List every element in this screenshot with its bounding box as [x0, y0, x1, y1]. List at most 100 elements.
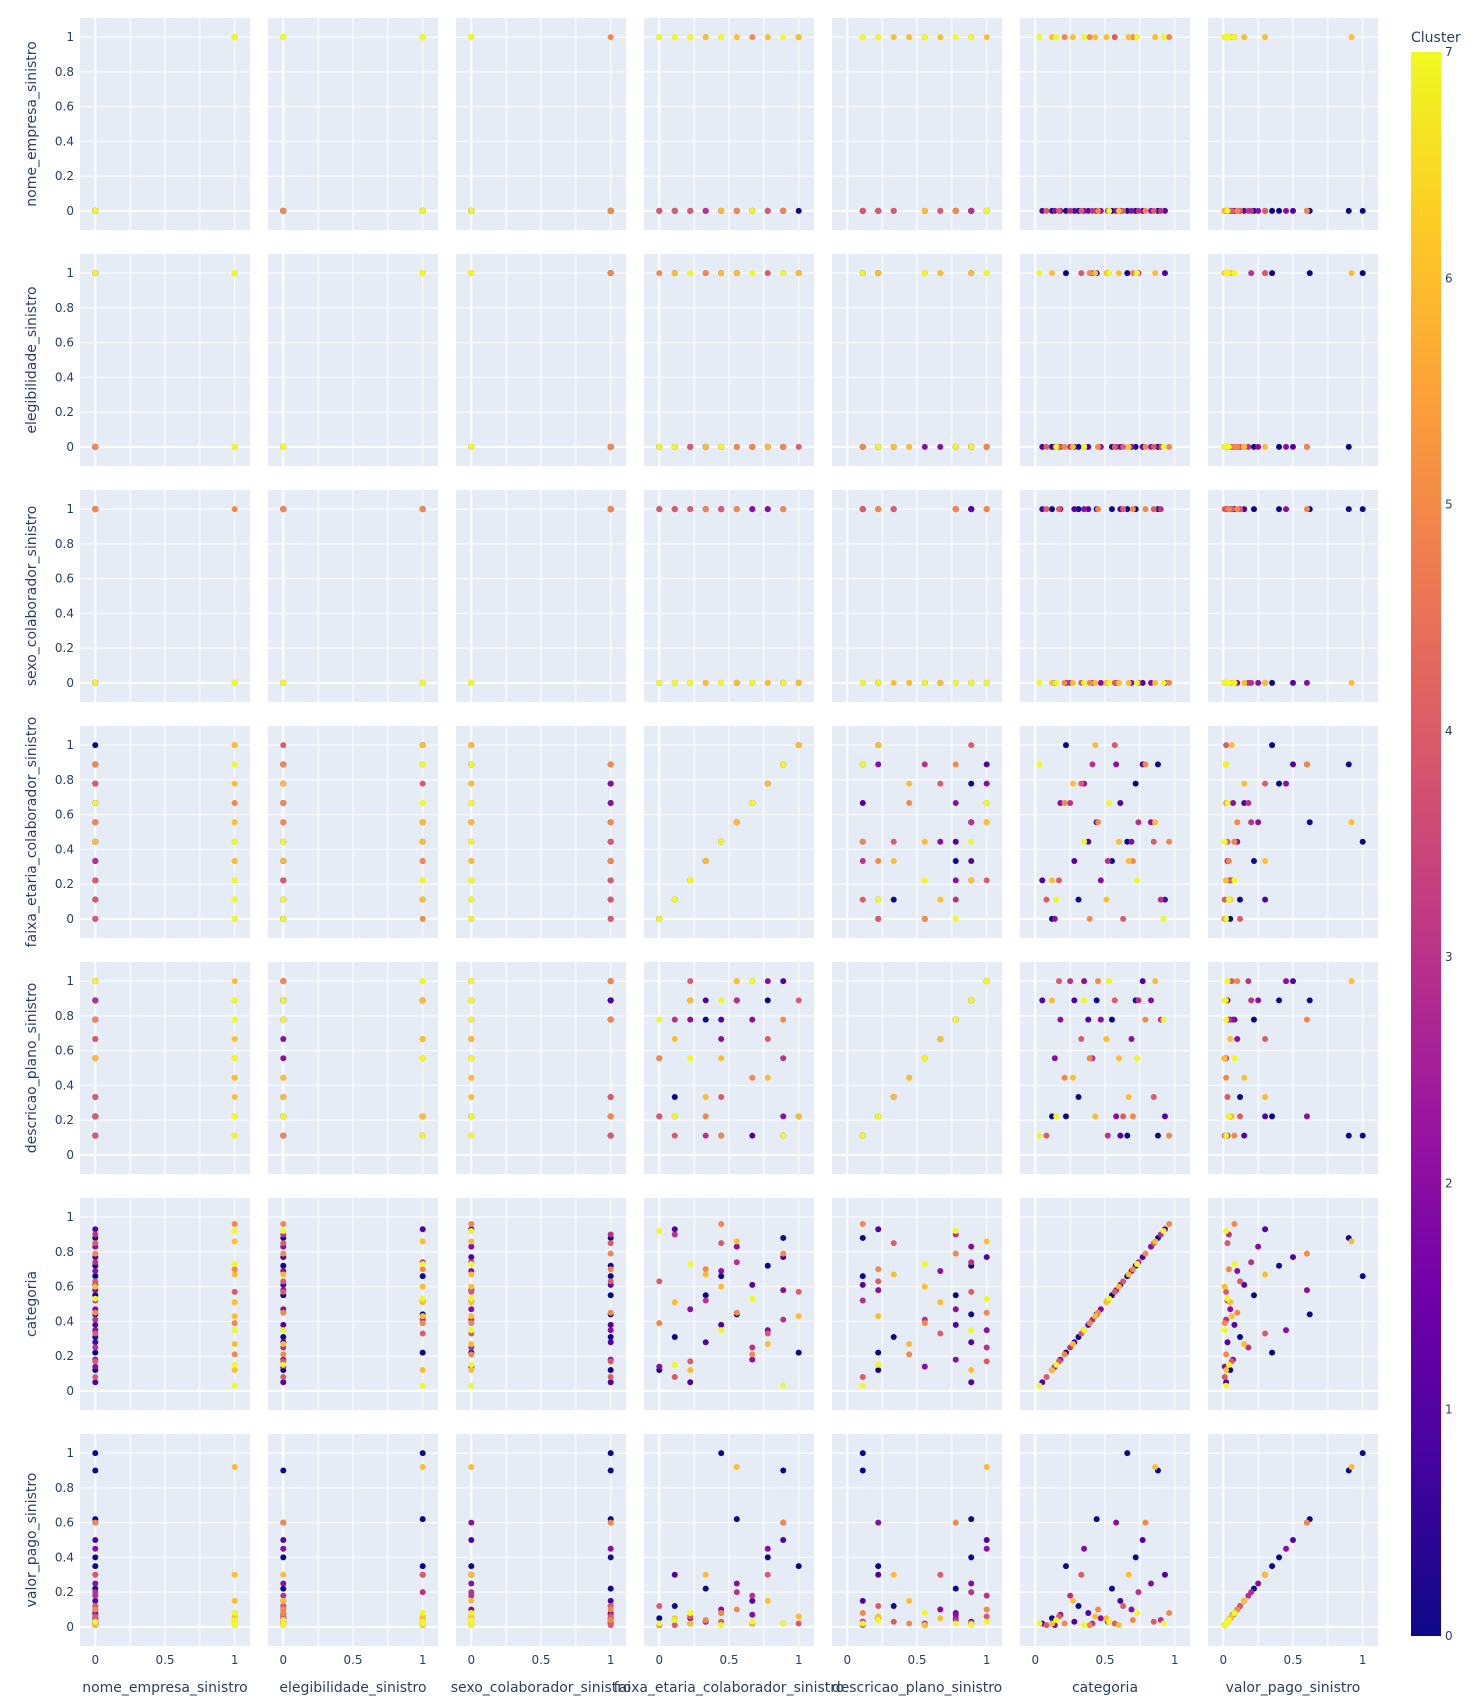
data-point [1142, 1016, 1149, 1023]
data-point [468, 1132, 475, 1139]
data-point [280, 742, 287, 749]
scatter-points [859, 742, 990, 922]
data-point [780, 1382, 787, 1389]
subplot-sexo_colaborador_sinistro-vs-descricao_plano_sinistro [832, 490, 1002, 702]
data-point [921, 1283, 928, 1290]
data-point [968, 819, 975, 826]
data-point [1225, 1266, 1232, 1273]
data-point [92, 1283, 99, 1290]
y-tick-label: 0.8 [55, 1009, 74, 1023]
data-point [937, 207, 944, 214]
data-point [1067, 207, 1074, 214]
data-point [671, 1361, 678, 1368]
data-point [671, 1094, 678, 1101]
y-tick-label: 0.4 [55, 370, 74, 384]
scatter-points [656, 1450, 802, 1629]
scatter-points [280, 742, 426, 922]
data-point [718, 1450, 725, 1457]
data-point [1055, 877, 1062, 884]
data-point [968, 1589, 975, 1596]
data-point [906, 1351, 913, 1358]
subplot-elegibilidade_sinistro-vs-nome_empresa_sinistro [80, 254, 250, 466]
subplot-nome_empresa_sinistro-vs-elegibilidade_sinistro [268, 18, 438, 230]
data-point [92, 1358, 99, 1365]
data-point [419, 1463, 426, 1470]
data-point [968, 1259, 975, 1266]
data-point [280, 1361, 287, 1368]
data-point [875, 270, 882, 277]
data-point [280, 761, 287, 768]
data-point [1152, 819, 1159, 826]
data-point [468, 207, 475, 214]
data-point [280, 1616, 287, 1623]
data-point [656, 1113, 663, 1120]
data-point [749, 443, 756, 450]
data-point [952, 679, 959, 686]
data-point [1071, 858, 1078, 865]
data-point [795, 1288, 802, 1295]
data-point [983, 1344, 990, 1351]
data-point [1255, 679, 1262, 686]
subplot-valor_pago_sinistro-vs-sexo_colaborador_sinistro [456, 1434, 626, 1646]
data-point [687, 978, 694, 985]
data-point [1227, 915, 1234, 922]
data-point [1269, 1563, 1276, 1570]
data-point [92, 799, 99, 806]
data-point [1125, 858, 1132, 865]
scatter-points [1221, 34, 1366, 214]
data-point [937, 1299, 944, 1306]
data-point [1262, 1571, 1269, 1578]
data-point [1085, 1016, 1092, 1023]
data-point [1262, 780, 1269, 787]
data-point [859, 858, 866, 865]
data-point [607, 1379, 614, 1386]
scatter-points [859, 270, 990, 450]
data-point [1049, 679, 1056, 686]
data-point [1061, 799, 1068, 806]
data-point [92, 1363, 99, 1370]
data-point [1161, 270, 1168, 277]
data-point [1303, 761, 1310, 768]
y-tick-label: 0 [66, 1620, 74, 1634]
data-point [780, 679, 787, 686]
scatter-points [1036, 1450, 1173, 1629]
data-point [890, 896, 897, 903]
data-point [1345, 506, 1352, 513]
data-point [875, 915, 882, 922]
data-point [1049, 270, 1056, 277]
subplot-faixa_etaria_colaborador_sinistro-vs-nome_empresa_sinistro [80, 726, 250, 938]
data-point [607, 1250, 614, 1257]
data-point [468, 1563, 475, 1570]
data-point [468, 1313, 475, 1320]
data-point [983, 1295, 990, 1302]
data-point [468, 1243, 475, 1250]
data-point [875, 1519, 882, 1526]
data-point [1161, 896, 1168, 903]
data-point [733, 978, 740, 985]
scatter-points [92, 978, 238, 1139]
data-point [1223, 1367, 1230, 1374]
data-point [1135, 207, 1142, 214]
data-point [1160, 679, 1167, 686]
data-point [1051, 1055, 1058, 1062]
y-axis-title: valor_pago_sinistro [24, 1473, 40, 1608]
data-point [1152, 270, 1159, 277]
data-point [1061, 443, 1068, 450]
data-point [1306, 1311, 1313, 1318]
data-point [607, 1554, 614, 1561]
data-point [687, 270, 694, 277]
data-point [1276, 1554, 1283, 1561]
data-point [607, 207, 614, 214]
data-point [875, 858, 882, 865]
data-point [1062, 742, 1069, 749]
data-point [1262, 34, 1269, 41]
data-point [1057, 1016, 1064, 1023]
data-point [1348, 978, 1355, 985]
data-point [607, 978, 614, 985]
data-point [718, 1221, 725, 1228]
data-point [92, 1132, 99, 1139]
data-point [1125, 1571, 1132, 1578]
data-point [468, 679, 475, 686]
data-point [656, 1055, 663, 1062]
data-point [1223, 761, 1230, 768]
